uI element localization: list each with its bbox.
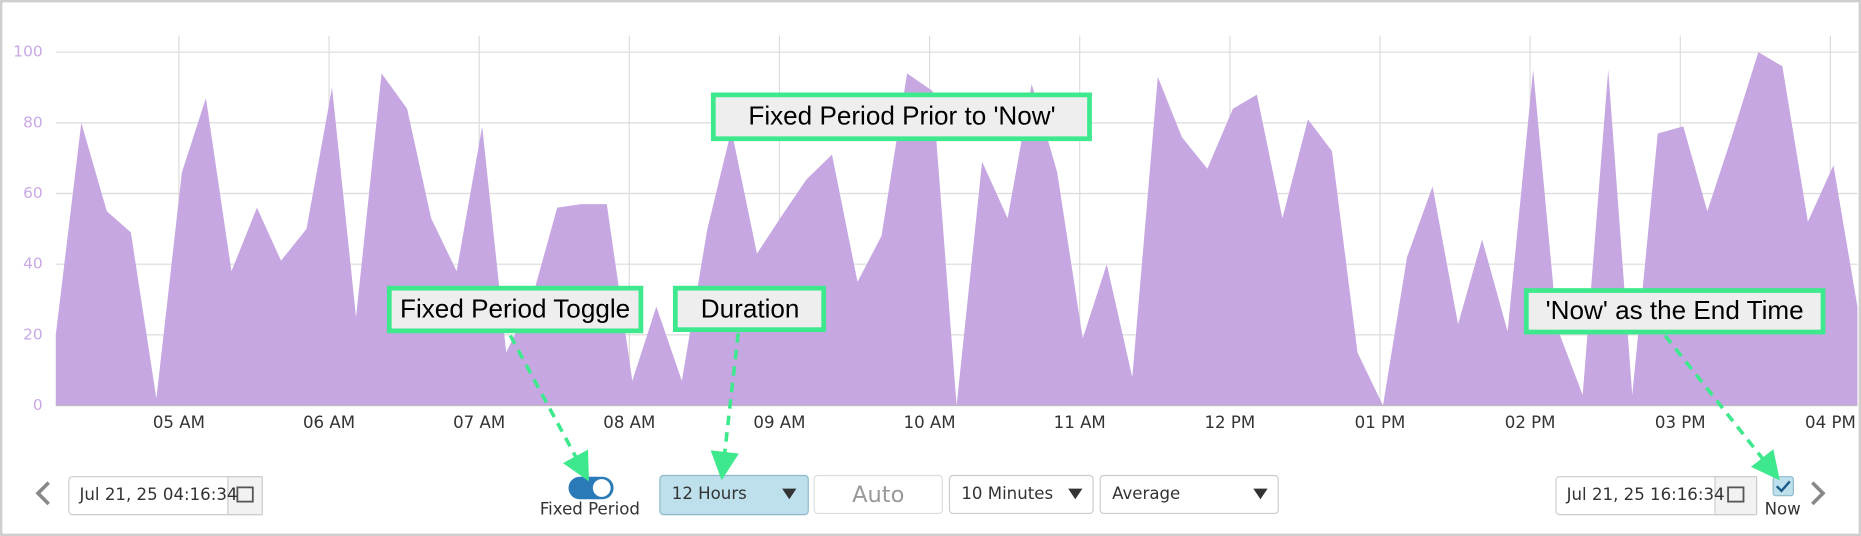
y-tick-label: 40 [23,255,43,273]
annotations: Fixed Period Prior to 'Now' Fixed Period… [386,92,1826,482]
annotation-box [672,285,827,333]
annotation: Fixed Period Toggle [400,294,630,324]
dropdown-arrow [1253,488,1268,500]
calendar-icon [236,486,254,503]
aggregate-select[interactable] [1099,474,1279,515]
calendar-button[interactable] [227,476,263,516]
auto: Auto [852,482,904,508]
y-tick-label: 80 [23,113,43,131]
interval-select[interactable] [948,474,1094,515]
x-tick-label: 09 AM [753,413,805,432]
x-tick-label: 08 AM [603,413,655,432]
duration: 12 Hours [672,484,747,503]
next-button[interactable] [1811,481,1826,506]
auto-input[interactable] [813,474,943,515]
y-tick-label: 60 [23,184,43,202]
y-tick-label: 20 [23,325,43,343]
x-tick-label: 10 AM [904,413,956,432]
controls: Jul 21, 25 04:16:34 Fixed Period 12 Hour… [35,474,1826,518]
annotation: Duration [701,294,800,324]
dropdown-arrow [1068,488,1083,500]
y-tick-label: 0 [33,396,43,414]
annotation: 'Now' as the End Time [1546,295,1804,325]
toggle-knob [592,479,611,497]
x-tick-label: 07 AM [453,413,505,432]
annotation-box [1523,288,1826,335]
prev-button[interactable] [35,481,50,506]
x-tick-label: 04 PM [1805,413,1856,432]
now-label: Now [1765,499,1801,518]
x-tick-label: 11 AM [1054,413,1106,432]
check-mark [1775,480,1791,493]
interval: 10 Minutes [961,484,1053,503]
annotation-arrow [1663,334,1780,481]
toggle-label: Fixed Period [540,499,640,518]
aggregate: Average [1112,484,1180,503]
x-tick-label: 06 AM [303,413,355,432]
calendar-icon [1727,486,1745,503]
annotation-arrow [710,333,740,481]
plot: 0 20 40 60 80 100 05 AM 06 AM 07 AM 08 AM 09 AM 10 … [13,35,1858,432]
x-tick-label: 02 PM [1505,413,1556,432]
x-tick-label: 03 PM [1655,413,1706,432]
x-tick-label: 12 PM [1204,413,1255,432]
annotation-box [710,92,1092,142]
y-tick-label: 100 [13,43,42,61]
dropdown-arrow [782,488,797,500]
start-time: Jul 21, 25 04:16:34 [79,485,238,504]
annotation-box [386,285,644,334]
calendar-button[interactable] [1714,476,1758,516]
x-tick-label: 01 PM [1355,413,1406,432]
end-time: Jul 21, 25 16:16:34 [1566,485,1725,504]
now-checkbox[interactable] [1772,476,1794,497]
area [55,52,1858,406]
annotation-arrow [508,334,590,482]
x-tick-label: 05 AM [153,413,205,432]
annotation: Fixed Period Prior to 'Now' [748,100,1055,130]
